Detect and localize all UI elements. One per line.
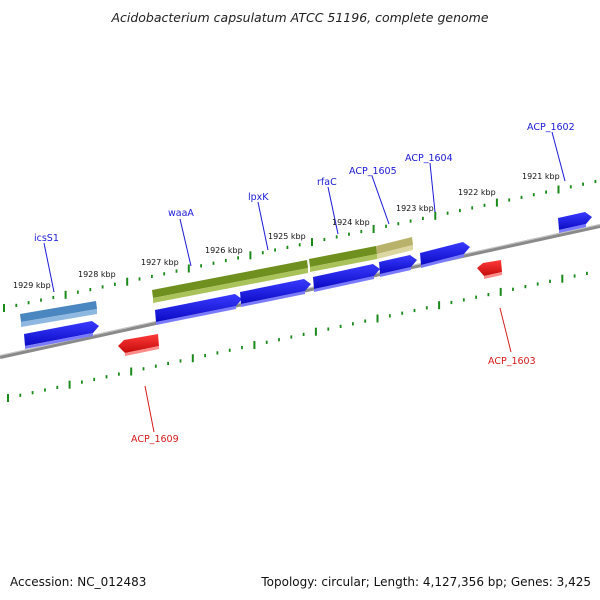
gene-arrow-acp1603[interactable] bbox=[477, 260, 502, 279]
ruler-label-1928: 1928 kbp bbox=[78, 270, 116, 279]
gene-arrow-acp1602[interactable] bbox=[558, 212, 592, 233]
gene-arrow-acp1605[interactable] bbox=[379, 255, 417, 277]
gene-arrow-icss1[interactable] bbox=[24, 321, 99, 349]
map-title: Acidobacterium capsulatum ATCC 51196, co… bbox=[111, 10, 489, 25]
gene-label-acp1604[interactable]: ACP_1604 bbox=[405, 153, 453, 164]
ruler-label-1923: 1923 kbp bbox=[396, 204, 434, 213]
ruler-label-1925: 1925 kbp bbox=[268, 232, 306, 241]
gene-label-waaa[interactable]: waaA bbox=[168, 208, 194, 219]
genome-summary-text: Topology: circular; Length: 4,127,356 bp… bbox=[261, 575, 591, 589]
gene-label-acp1602[interactable]: ACP_1602 bbox=[527, 122, 575, 133]
gene-label-acp1605[interactable]: ACP_1605 bbox=[349, 166, 397, 177]
accession-text: Accession: NC_012483 bbox=[10, 575, 147, 589]
gene-label-acp1603[interactable]: ACP_1603 bbox=[488, 356, 536, 367]
ruler-label-1927: 1927 kbp bbox=[141, 258, 179, 267]
leader-acp1604 bbox=[429, 162, 436, 213]
gene-arrow-waaa[interactable] bbox=[155, 294, 242, 325]
gene-arrow-acp1609[interactable] bbox=[118, 334, 159, 356]
ruler-label-1929: 1929 kbp bbox=[13, 281, 51, 290]
ruler-label-1926: 1926 kbp bbox=[205, 246, 243, 255]
feature-bar-acp1605[interactable] bbox=[376, 237, 413, 259]
feature-bar-waaa-lpxk[interactable] bbox=[152, 260, 308, 303]
ruler-label-1922: 1922 kbp bbox=[458, 188, 496, 197]
leader-acp1609 bbox=[144, 385, 155, 433]
feature-bar-icss1[interactable] bbox=[20, 301, 97, 327]
gene-label-rfac[interactable]: rfaC bbox=[317, 177, 337, 188]
gene-label-acp1609[interactable]: ACP_1609 bbox=[131, 434, 179, 445]
gene-label-icss1[interactable]: icsS1 bbox=[34, 233, 59, 244]
leader-rfac bbox=[327, 186, 339, 235]
gene-label-lpxk[interactable]: lpxK bbox=[248, 192, 269, 203]
gene-arrow-acp1604[interactable] bbox=[420, 242, 470, 268]
leader-lpxk bbox=[257, 201, 269, 251]
lower-ruler-track bbox=[7, 271, 588, 402]
leader-waaa bbox=[179, 218, 192, 267]
upper-ruler-track bbox=[3, 179, 597, 312]
leader-acp1602 bbox=[551, 131, 566, 182]
gene-arrow-lpxk[interactable] bbox=[240, 279, 311, 307]
leader-acp1603 bbox=[499, 307, 512, 353]
leader-icss1 bbox=[43, 242, 55, 293]
gene-arrow-rfac[interactable] bbox=[313, 264, 380, 292]
leader-acp1605 bbox=[371, 175, 390, 225]
ruler-label-1924: 1924 kbp bbox=[332, 218, 370, 227]
feature-bar-rfac[interactable] bbox=[309, 246, 377, 272]
ruler-label-1921: 1921 kbp bbox=[522, 172, 560, 181]
